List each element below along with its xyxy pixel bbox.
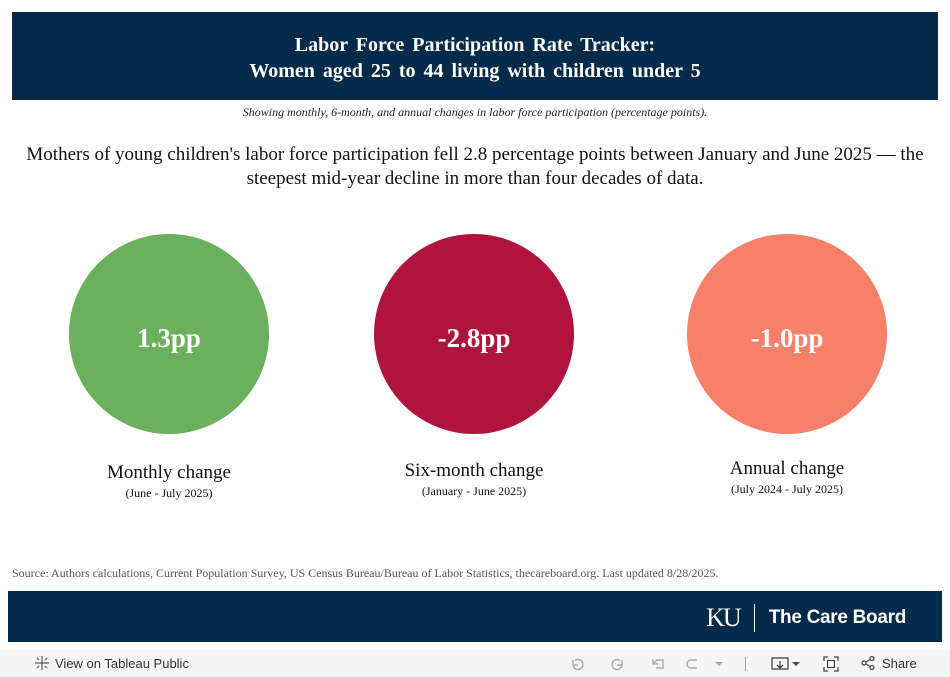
metric-annual: -1.0pp Annual change (July 2024 - July 2… (657, 234, 917, 497)
title-line-2: Women aged 25 to 44 living with children… (249, 60, 701, 82)
brand-divider (753, 604, 755, 632)
toolbar-separator (745, 657, 746, 671)
undo-icon[interactable] (569, 656, 585, 672)
subtitle: Showing monthly, 6-month, and annual cha… (242, 105, 708, 119)
share-button[interactable]: Share (860, 655, 917, 671)
share-icon (861, 655, 875, 671)
metric-monthly: 1.3pp Monthly change (June - July 2025) (39, 234, 299, 501)
metric-period: (June - July 2025) (125, 486, 213, 500)
ku-logo: KU (706, 603, 742, 632)
revert-icon[interactable] (650, 656, 666, 672)
brand-lockup: KU The Care Board (706, 603, 906, 633)
metric-circle[interactable]: -1.0pp (687, 234, 887, 434)
metric-circle[interactable]: 1.3pp (69, 234, 269, 434)
dashboard-header: Labor Force Participation Rate Tracker: … (12, 12, 938, 100)
refresh-icon[interactable] (686, 656, 702, 672)
metric-circle[interactable]: -2.8pp (374, 234, 574, 434)
metric-label: Annual change (729, 458, 845, 479)
headline-text: Mothers of young children's labor force … (26, 144, 924, 189)
share-label: Share (882, 655, 917, 671)
metric-period: (January - June 2025) (421, 484, 527, 498)
metric-value: -2.8pp (437, 322, 511, 353)
metric-value: 1.3pp (137, 322, 201, 353)
metric-period: (July 2024 - July 2025) (731, 482, 843, 496)
tableau-logo-icon (35, 656, 49, 670)
title-line-1: Labor Force Participation Rate Tracker: (294, 34, 656, 56)
view-on-tableau-label: View on Tableau Public (55, 655, 189, 671)
care-board-logo: The Care Board (768, 607, 907, 628)
footer-band: KU The Care Board (8, 591, 942, 642)
view-on-tableau-link[interactable]: View on Tableau Public (34, 655, 189, 671)
redo-icon[interactable] (610, 656, 626, 672)
tableau-toolbar: View on Tableau Public Share (0, 650, 950, 677)
fullscreen-icon[interactable] (823, 656, 839, 672)
metric-six-month: -2.8pp Six-month change (January - June … (344, 234, 604, 499)
source-note: Source: Authors calculations, Current Po… (12, 566, 719, 580)
download-icon[interactable] (771, 656, 801, 672)
metric-label: Monthly change (106, 462, 231, 483)
metric-value: -1.0pp (750, 322, 824, 353)
chevron-down-icon[interactable] (714, 656, 724, 672)
metric-label: Six-month change (404, 460, 544, 481)
